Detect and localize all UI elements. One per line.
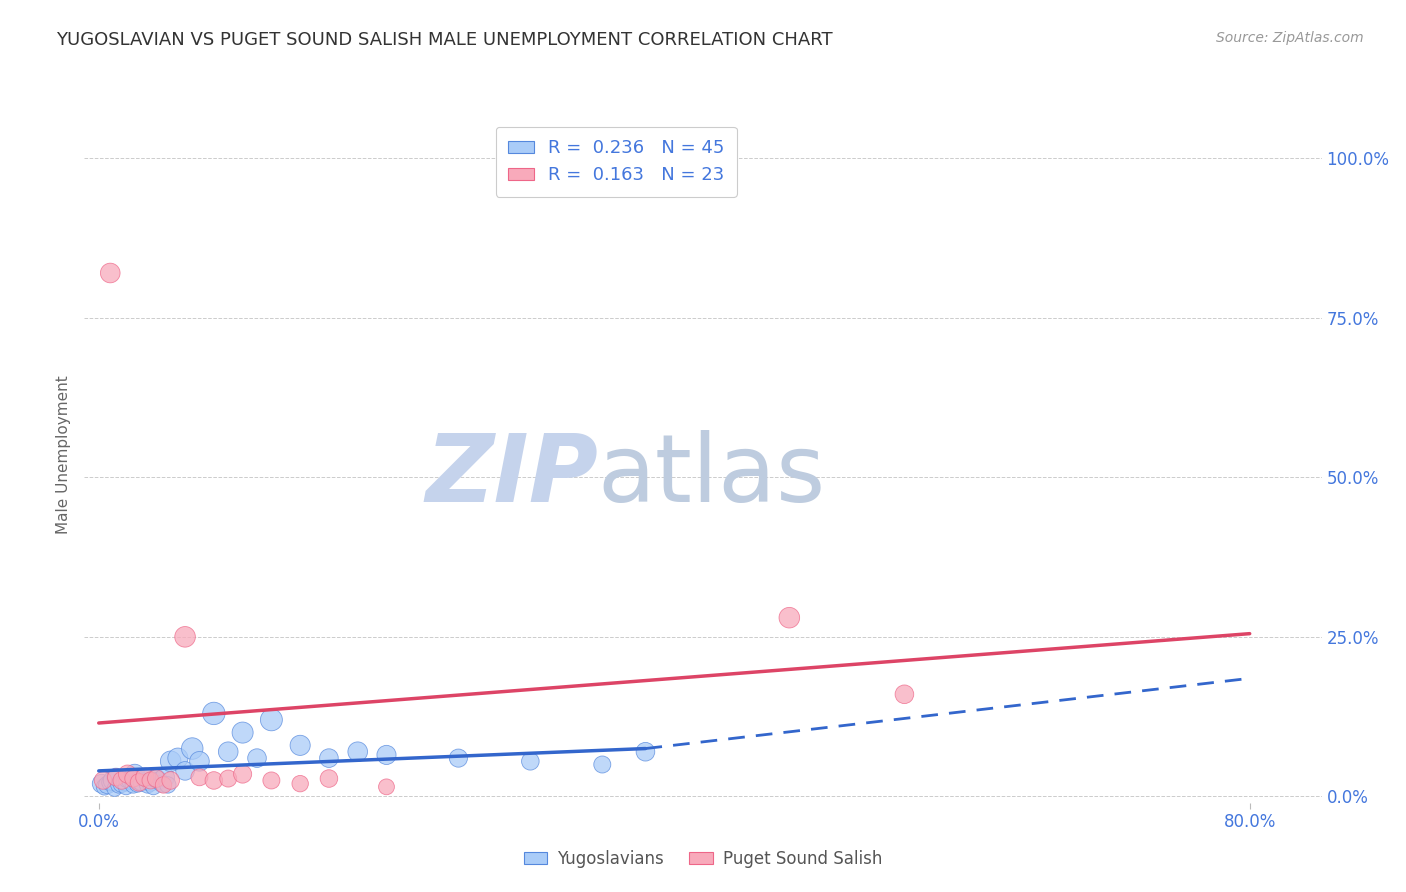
Point (202, 773, 225, 788)
Legend: Yugoslavians, Puget Sound Salish: Yugoslavians, Puget Sound Salish (517, 844, 889, 875)
Text: ZIP: ZIP (425, 430, 598, 522)
Point (134, 770, 156, 784)
Point (101, 773, 124, 788)
Point (246, 751, 269, 765)
Point (893, 687, 915, 701)
Point (202, 706, 225, 721)
Point (105, 770, 128, 784)
Point (181, 741, 204, 756)
Point (217, 772, 239, 786)
Point (124, 767, 146, 781)
Point (174, 630, 197, 644)
Point (288, 739, 311, 753)
Point (122, 778, 145, 792)
Point (159, 754, 181, 768)
Point (318, 751, 340, 765)
Point (93, 780, 115, 794)
Point (90, 777, 112, 791)
Point (156, 778, 179, 792)
Point (91, 773, 114, 788)
Point (111, 773, 134, 788)
Point (96, 778, 118, 792)
Point (120, 773, 142, 788)
Point (145, 772, 167, 786)
Point (128, 775, 150, 789)
Point (150, 777, 173, 791)
Point (103, 781, 125, 796)
Point (591, 757, 613, 772)
Point (134, 770, 156, 784)
Text: atlas: atlas (598, 430, 827, 522)
Point (260, 713, 283, 727)
Point (375, 747, 398, 762)
Point (98, 775, 121, 789)
Point (148, 773, 170, 788)
Point (519, 754, 541, 768)
Y-axis label: Male Unemployment: Male Unemployment (56, 376, 72, 534)
Point (117, 767, 139, 781)
Text: YUGOSLAVIAN VS PUGET SOUND SALISH MALE UNEMPLOYMENT CORRELATION CHART: YUGOSLAVIAN VS PUGET SOUND SALISH MALE U… (56, 31, 832, 49)
Point (188, 754, 211, 768)
Point (145, 772, 167, 786)
Point (117, 772, 139, 786)
Point (105, 770, 128, 784)
Point (174, 764, 197, 778)
Point (115, 780, 138, 794)
Point (114, 775, 136, 789)
Point (139, 775, 162, 789)
Point (167, 751, 190, 765)
Point (375, 780, 398, 794)
Point (152, 778, 174, 792)
Point (260, 773, 283, 788)
Point (127, 777, 149, 791)
Point (98, 266, 121, 280)
Point (232, 767, 254, 781)
Point (139, 773, 162, 788)
Point (778, 610, 800, 624)
Point (634, 745, 657, 759)
Point (131, 775, 153, 789)
Point (217, 745, 239, 759)
Point (318, 772, 340, 786)
Point (128, 773, 150, 788)
Point (153, 770, 176, 784)
Point (232, 725, 254, 739)
Legend: R =  0.236   N = 45, R =  0.163   N = 23: R = 0.236 N = 45, R = 0.163 N = 23 (496, 127, 737, 197)
Point (136, 778, 159, 792)
Point (108, 778, 131, 792)
Text: Source: ZipAtlas.com: Source: ZipAtlas.com (1216, 31, 1364, 45)
Point (447, 751, 470, 765)
Point (288, 777, 311, 791)
Point (159, 773, 181, 788)
Point (122, 772, 145, 786)
Point (346, 745, 368, 759)
Point (142, 780, 165, 794)
Point (111, 777, 134, 791)
Point (188, 770, 211, 784)
